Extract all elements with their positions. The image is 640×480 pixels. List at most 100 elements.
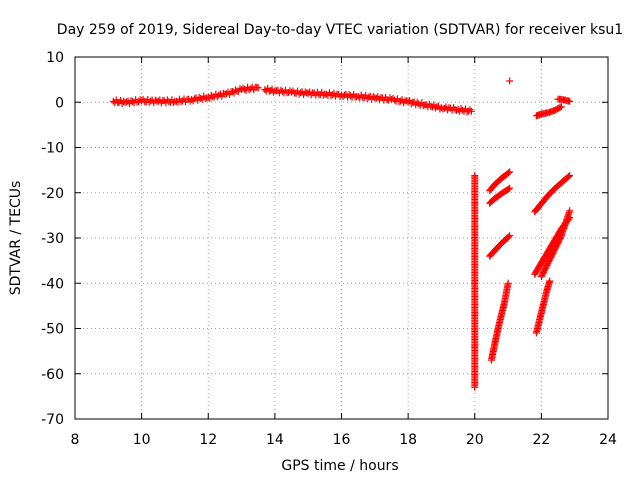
- data-point-fill: [268, 85, 276, 93]
- series-arc-d: [487, 279, 512, 364]
- y-tick-label: -30: [41, 231, 64, 247]
- x-tick-label: 10: [133, 432, 151, 448]
- x-tick-label: 20: [466, 432, 484, 448]
- data-point-fill: [556, 104, 564, 111]
- series-arc-f: [554, 95, 574, 105]
- data-point-fill: [543, 262, 551, 270]
- data-point: [506, 77, 514, 85]
- series-arc-a: [486, 168, 514, 194]
- series-arc-i: [537, 207, 574, 280]
- series-band-main-2: [261, 84, 475, 116]
- data-point-fill: [535, 317, 543, 325]
- data-point-fill: [419, 102, 427, 110]
- data-point-fill: [303, 89, 311, 97]
- data-point-fill: [215, 91, 223, 99]
- data-point-fill: [442, 103, 450, 111]
- data-point-fill: [198, 95, 206, 103]
- x-tick-label: 18: [399, 432, 417, 448]
- data-point-fill: [565, 208, 573, 216]
- data-point-fill: [466, 106, 474, 114]
- data-point-fill: [115, 98, 123, 106]
- data-point-fill: [465, 107, 472, 115]
- data-point-fill: [328, 91, 336, 99]
- data-point-fill: [471, 382, 479, 390]
- data-point-fill: [330, 89, 338, 97]
- data-point-fill: [555, 104, 563, 112]
- y-tick-label: -10: [41, 141, 64, 157]
- series-arc-g: [531, 172, 574, 216]
- series-isolated-2: [506, 77, 514, 85]
- data-point-fill: [347, 92, 355, 100]
- data-point-fill: [153, 97, 161, 105]
- series-isolated-1: [471, 172, 479, 391]
- data-point-fill: [386, 94, 394, 102]
- x-tick-label: 22: [532, 432, 550, 448]
- data-point-fill: [353, 93, 361, 101]
- data-point-fill: [206, 94, 214, 102]
- data-point-fill: [505, 169, 512, 177]
- data-point-fill: [415, 100, 423, 108]
- data-point-fill: [556, 235, 564, 242]
- data-point-fill: [545, 278, 553, 286]
- x-axis-label: GPS time / hours: [281, 458, 398, 474]
- data-point-fill: [564, 97, 572, 105]
- data-point-fill: [391, 96, 398, 104]
- data-point-fill: [362, 91, 370, 99]
- data-point-fill: [555, 181, 563, 189]
- y-tick-label: 0: [55, 95, 64, 111]
- data-point-fill: [207, 91, 215, 99]
- series-arc-j: [532, 277, 554, 337]
- y-tick-label: -20: [41, 186, 64, 202]
- data-point-fill: [505, 233, 513, 241]
- data-point-fill: [563, 174, 571, 182]
- y-tick-label: -50: [41, 322, 64, 338]
- series-arc-b: [486, 184, 514, 207]
- data-point-fill: [459, 106, 466, 114]
- data-point-fill: [503, 186, 511, 194]
- x-tick-label: 24: [599, 432, 617, 448]
- data-point-fill: [191, 95, 199, 103]
- data-point-fill: [130, 99, 138, 107]
- data-point-fill: [232, 86, 239, 94]
- data-point-fill: [269, 88, 277, 96]
- y-tick-label: 10: [46, 50, 64, 66]
- data-point-fill: [253, 83, 261, 91]
- data-point-fill: [504, 234, 512, 242]
- series-arc-c: [486, 232, 514, 260]
- series-band-main-1: [109, 83, 262, 107]
- axis-layer: 10 0 -10 -20 -30 -40 -50 -60 -70 8 10 12 14 16 18 20 22 2…: [41, 50, 617, 448]
- data-point-fill: [549, 187, 556, 195]
- data-point-fill: [322, 90, 330, 98]
- data-point-fill: [374, 93, 382, 101]
- data-point-fill: [278, 87, 286, 95]
- data-point-fill: [489, 249, 497, 257]
- data-point-fill: [453, 106, 461, 114]
- data-point-fill: [497, 312, 505, 320]
- data-point-fill: [495, 176, 503, 184]
- chart-title: Day 259 of 2019, Sidereal Day-to-day VTE…: [57, 22, 623, 38]
- series-arc-e: [532, 103, 565, 120]
- data-point-fill: [542, 194, 550, 202]
- data-point-fill: [503, 170, 511, 178]
- x-tick-label: 12: [199, 432, 217, 448]
- data-point-fill: [407, 100, 415, 108]
- data-point-fill: [218, 92, 226, 100]
- x-tick-label: 8: [71, 432, 80, 448]
- data-point-fill: [123, 98, 130, 106]
- data-point-fill: [536, 261, 544, 269]
- data-point-fill: [398, 96, 406, 104]
- x-tick-label: 16: [333, 432, 351, 448]
- grid-layer: [75, 57, 608, 419]
- y-tick-label: -60: [41, 367, 64, 383]
- data-point-fill: [539, 303, 547, 311]
- data-point-fill: [504, 281, 512, 289]
- series-layer: [109, 77, 574, 391]
- x-tick-label: 14: [266, 432, 284, 448]
- y-tick-label: -70: [41, 412, 64, 428]
- y-axis-label: SDTVAR / TECUs: [8, 181, 24, 296]
- data-point-fill: [489, 183, 497, 191]
- y-tick-label: -40: [41, 276, 64, 292]
- data-point-fill: [505, 185, 512, 193]
- data-point-fill: [565, 173, 572, 181]
